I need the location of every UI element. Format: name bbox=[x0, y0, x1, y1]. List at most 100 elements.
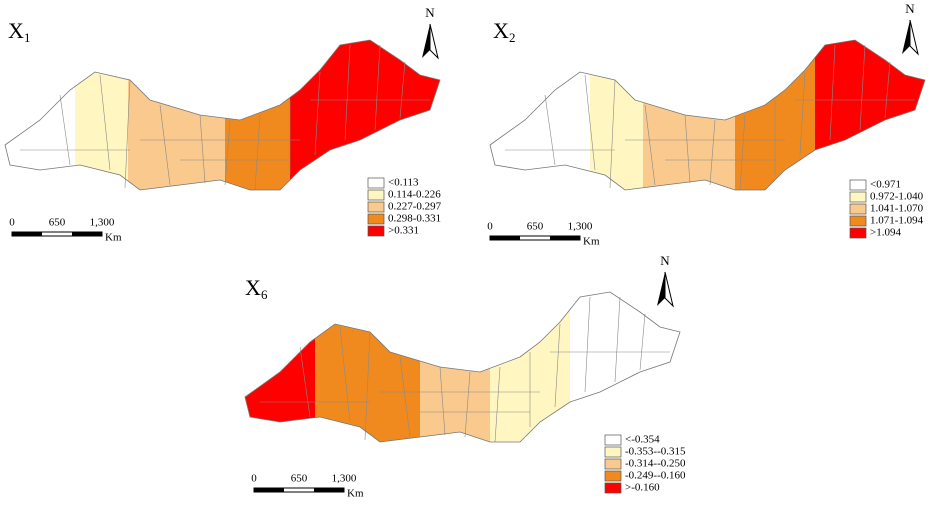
boundary-line bbox=[609, 79, 616, 189]
legend-swatch bbox=[849, 227, 867, 239]
north-arrow-left bbox=[657, 272, 665, 306]
legend-swatch bbox=[604, 458, 622, 470]
boundary-line bbox=[554, 323, 561, 408]
north-arrow-left bbox=[422, 24, 430, 58]
region-zone bbox=[315, 292, 420, 442]
legend-label: 1.071-1.094 bbox=[870, 215, 924, 227]
map bbox=[244, 291, 681, 443]
legend-swatch bbox=[604, 434, 622, 446]
boundary-line bbox=[584, 74, 596, 171]
boundary-line bbox=[859, 44, 866, 131]
boundary-line bbox=[584, 296, 591, 393]
legend-label: 0.972-1.040 bbox=[870, 191, 924, 203]
legend-label: <0.971 bbox=[870, 179, 901, 191]
boundary-line bbox=[709, 119, 716, 186]
legend-label: 0.298-0.331 bbox=[388, 213, 441, 225]
legend-swatch bbox=[604, 470, 622, 482]
map-label: X bbox=[8, 18, 24, 43]
boundary-line bbox=[464, 371, 471, 438]
legend-label: 0.114-0.226 bbox=[388, 189, 441, 201]
boundary-line bbox=[199, 114, 206, 184]
legend-swatch bbox=[367, 225, 385, 237]
north-label: N bbox=[660, 253, 670, 268]
scale-tick-label: 1,300 bbox=[90, 217, 115, 229]
scale-tick-label: 650 bbox=[527, 221, 544, 233]
legend-label: 0.227-0.297 bbox=[388, 201, 442, 213]
boundary-line bbox=[339, 326, 351, 423]
boundary-line bbox=[99, 74, 111, 171]
legend-swatch bbox=[604, 446, 622, 458]
north-arrow-right bbox=[664, 271, 674, 308]
boundary-line bbox=[544, 94, 556, 166]
region-outline bbox=[489, 39, 926, 191]
scale-tick-label: 1,300 bbox=[568, 221, 593, 233]
boundary-line bbox=[399, 356, 411, 438]
boundary-line bbox=[314, 71, 321, 156]
map-label-subscript: 6 bbox=[261, 287, 268, 302]
region-outline bbox=[4, 39, 441, 191]
scale-bar-segment bbox=[254, 488, 284, 492]
north-arrow-right bbox=[909, 19, 919, 56]
north-label: N bbox=[425, 5, 435, 20]
boundary-line bbox=[224, 119, 231, 186]
scale-unit: Km bbox=[583, 236, 600, 248]
legend-swatch bbox=[849, 215, 867, 227]
boundary-line bbox=[374, 44, 381, 131]
legend-label: -0.314--0.250 bbox=[625, 458, 686, 470]
legend-label: <-0.354 bbox=[625, 434, 660, 446]
map-label-subscript: 2 bbox=[509, 30, 516, 45]
boundary-line bbox=[59, 94, 71, 166]
scale-tick-label: 650 bbox=[49, 217, 66, 229]
boundary-line bbox=[344, 44, 351, 141]
scale-unit: Km bbox=[105, 232, 122, 244]
boundary-line bbox=[364, 331, 371, 441]
scale-tick-label: 0 bbox=[9, 217, 15, 229]
map bbox=[489, 39, 926, 191]
boundary-line bbox=[399, 61, 406, 119]
region-outline bbox=[244, 291, 681, 443]
scale-bar-segment bbox=[490, 236, 520, 240]
boundary-line bbox=[644, 104, 656, 186]
legend-swatch bbox=[849, 179, 867, 191]
legend-label: >0.331 bbox=[388, 225, 419, 237]
map-label-subscript: 1 bbox=[24, 30, 31, 45]
boundary-line bbox=[684, 114, 691, 184]
legend-swatch bbox=[367, 189, 385, 201]
boundary-line bbox=[884, 61, 891, 119]
boundary-line bbox=[739, 114, 746, 191]
legend-swatch bbox=[367, 177, 385, 189]
legend-label: -0.249--0.160 bbox=[625, 470, 686, 482]
legend-swatch bbox=[849, 191, 867, 203]
scale-tick-label: 0 bbox=[487, 221, 493, 233]
scale-bar-segment bbox=[72, 232, 102, 236]
boundary-line bbox=[124, 79, 131, 189]
boundary-line bbox=[614, 296, 621, 383]
scale-bar-segment bbox=[550, 236, 580, 240]
boundary-line bbox=[299, 346, 311, 418]
boundary-line bbox=[829, 44, 836, 141]
legend-label: >-0.160 bbox=[625, 482, 660, 494]
scale-bar-segment bbox=[314, 488, 344, 492]
boundary-line bbox=[639, 313, 646, 371]
legend-label: 1.041-1.070 bbox=[870, 203, 924, 215]
legend-label: -0.353--0.315 bbox=[625, 446, 686, 458]
boundary-line bbox=[159, 104, 171, 186]
scale-unit: Km bbox=[347, 488, 364, 500]
boundary-line bbox=[799, 71, 806, 156]
north-arrow-right bbox=[429, 23, 439, 60]
region-zone bbox=[225, 40, 290, 190]
scale-tick-label: 1,300 bbox=[332, 473, 357, 485]
scale-tick-label: 0 bbox=[251, 473, 257, 485]
region-zone bbox=[128, 40, 225, 190]
boundary-line bbox=[439, 366, 446, 436]
map bbox=[4, 39, 441, 191]
legend-swatch bbox=[367, 201, 385, 213]
map-label: X bbox=[245, 275, 261, 300]
north-label: N bbox=[905, 1, 915, 16]
scale-tick-label: 650 bbox=[291, 473, 308, 485]
boundary-line bbox=[494, 366, 501, 443]
region-zone bbox=[420, 292, 490, 442]
legend-swatch bbox=[367, 213, 385, 225]
